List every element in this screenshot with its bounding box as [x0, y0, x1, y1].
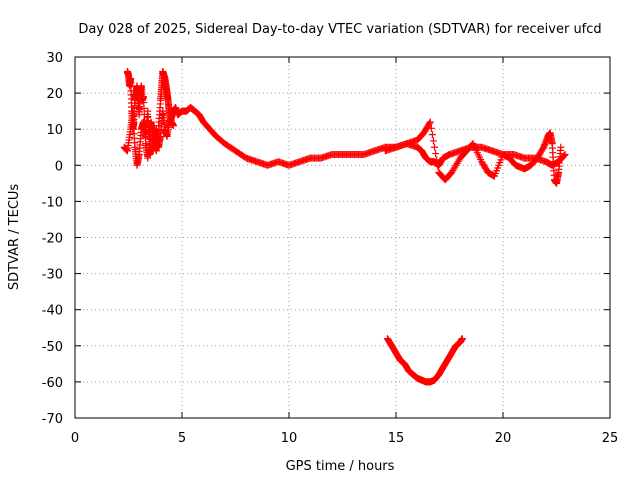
x-tick-label: 5	[178, 431, 186, 446]
data-point	[141, 128, 149, 136]
data-point	[140, 110, 148, 118]
data-point	[426, 118, 434, 126]
data-point	[560, 151, 568, 159]
data-point	[141, 116, 149, 124]
grid	[75, 57, 610, 418]
series-sdtvar-negative-arc	[383, 335, 466, 386]
data-point	[561, 150, 569, 158]
axis-ticks: 0 5 10 15 20 25 30 20 10 0 -10 -20 -30 -40 -50 -60 -70	[42, 51, 619, 446]
data-points	[120, 67, 569, 386]
data-point	[433, 156, 441, 164]
data-point	[140, 99, 148, 107]
series-sdtvar-late-branches	[381, 118, 565, 187]
data-point	[429, 137, 437, 145]
plot-frame	[74, 56, 611, 419]
x-tick-label: 20	[495, 431, 512, 446]
data-point	[557, 143, 565, 151]
y-tick-label: 20	[46, 87, 63, 102]
data-point	[141, 122, 149, 130]
y-tick-label: -70	[42, 412, 63, 427]
data-point	[434, 162, 442, 170]
y-tick-label: -30	[42, 268, 63, 283]
data-point	[139, 93, 147, 101]
y-tick-label: -50	[42, 340, 63, 355]
x-tick-label: 15	[388, 431, 405, 446]
data-point	[431, 143, 439, 151]
x-tick-label: 0	[71, 431, 79, 446]
series-sdtvar-early-spikes	[123, 67, 177, 162]
data-point	[425, 119, 433, 127]
y-tick-label: 30	[46, 51, 63, 66]
data-point	[428, 131, 436, 139]
y-axis-label: SDTVAR / TECUs	[7, 184, 22, 291]
y-tick-label: -60	[42, 376, 63, 391]
chart-title: Day 028 of 2025, Sidereal Day-to-day VTE…	[78, 22, 601, 37]
y-tick-label: 0	[55, 159, 63, 174]
x-tick-label: 25	[602, 431, 619, 446]
data-point	[432, 150, 440, 158]
y-tick-label: -20	[42, 232, 63, 247]
data-point	[169, 122, 177, 130]
data-point	[140, 104, 148, 112]
x-tick-label: 10	[281, 431, 298, 446]
y-tick-label: -10	[42, 195, 63, 210]
data-point	[427, 124, 435, 132]
data-point	[458, 335, 466, 343]
y-tick-label: 10	[46, 123, 63, 138]
data-point	[141, 134, 149, 142]
x-axis-label: GPS time / hours	[286, 459, 395, 474]
y-tick-label: -40	[42, 304, 63, 319]
